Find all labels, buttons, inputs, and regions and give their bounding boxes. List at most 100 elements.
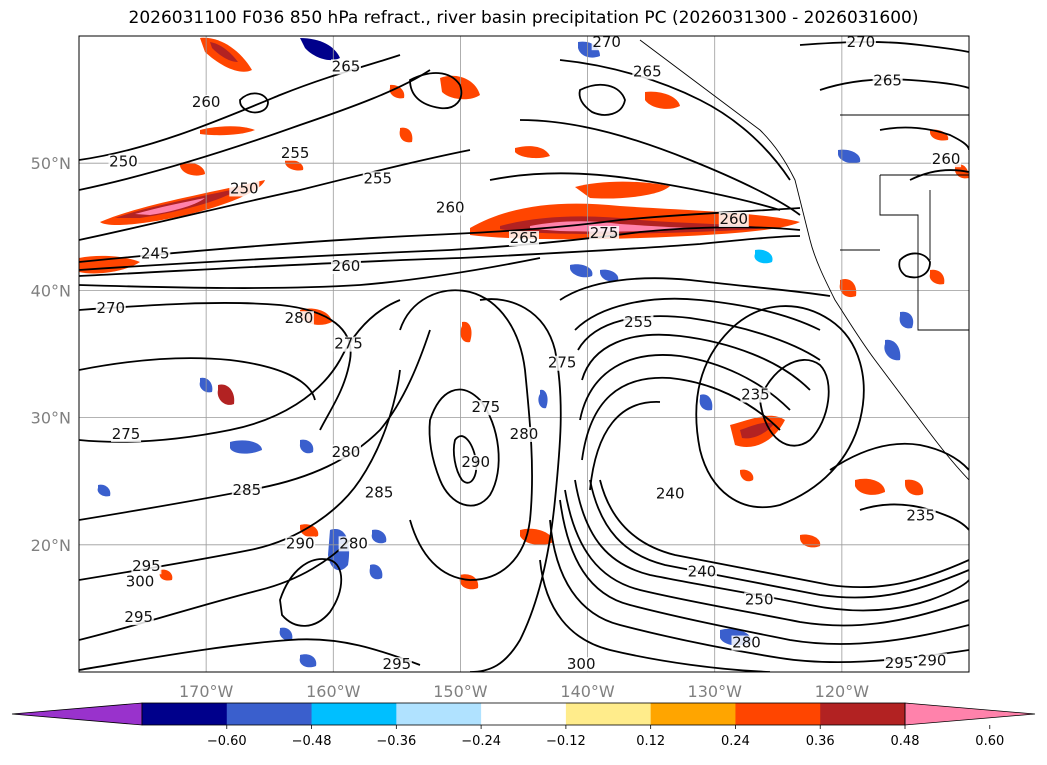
contour-label-bg <box>623 315 654 331</box>
contour-label: 265 <box>873 71 902 89</box>
colorbar-segment <box>142 703 228 725</box>
map-frame <box>78 35 970 673</box>
colorbar-tick-label: −0.24 <box>461 734 501 749</box>
contour-label: 250 <box>745 590 774 608</box>
contour-label: 265 <box>633 62 662 80</box>
contour-label-bg <box>931 152 962 168</box>
contour-label-bg <box>111 426 142 442</box>
colorbar: −0.60 −0.48 −0.36 −0.24 −0.12 0.12 0.24 0.36 0.4… <box>11 702 1036 749</box>
lon-tick-label: 160°W <box>306 682 361 701</box>
contour-label: 275 <box>334 335 363 353</box>
contour-label-bg <box>547 355 578 371</box>
contour-label: 290 <box>461 453 490 471</box>
contour-label: 280 <box>285 309 314 327</box>
contour-label: 270 <box>96 299 125 317</box>
contour-label-bg <box>509 231 539 247</box>
lon-tick-label: 140°W <box>560 682 615 701</box>
contour-label-bg <box>509 426 539 442</box>
contour-label: 265 <box>510 229 539 247</box>
lon-tick-label: 170°W <box>179 682 234 701</box>
map-axis-labels: 170°W 160°W 150°W 140°W 130°W 120°W 50°N 40°N 30… <box>31 154 870 701</box>
colorbar-segment <box>481 703 567 725</box>
colorbar-segment <box>311 703 397 725</box>
contour-label: 280 <box>732 634 761 652</box>
contour-label: 290 <box>286 534 315 552</box>
contour-label: 260 <box>719 210 748 228</box>
contour-label: 235 <box>906 506 935 524</box>
contour-label: 275 <box>548 354 577 372</box>
contour-label: 260 <box>436 199 465 217</box>
colorbar-frame <box>141 702 906 726</box>
lat-tick-label: 30°N <box>31 409 71 428</box>
colorbar-extend-high <box>904 702 1036 726</box>
contour-label-bg <box>589 225 620 241</box>
contour-label-bg <box>591 36 622 51</box>
colorbar-tick-label: 0.36 <box>806 734 835 749</box>
contour-label-bg <box>229 181 260 197</box>
contour-label-bg <box>845 36 876 51</box>
contour-label: 275 <box>112 425 141 443</box>
contour-label: 295 <box>124 608 153 626</box>
lon-tick-label: 150°W <box>433 682 488 701</box>
contour-label-bg <box>917 653 948 669</box>
contour-label-bg <box>718 211 749 227</box>
lon-tick-label: 130°W <box>688 682 743 701</box>
colorbar-segment <box>565 703 652 725</box>
contour-label-bg <box>331 59 361 75</box>
contour-label-bg <box>123 610 154 626</box>
coastline <box>639 39 969 481</box>
colorbar-tick-label: 0.48 <box>891 734 920 749</box>
contour-label-bg <box>108 154 139 170</box>
contour-label: 240 <box>688 562 717 580</box>
contour-label: 250 <box>230 179 259 197</box>
contour-label: 235 <box>741 386 770 404</box>
contour-label-bg <box>872 73 903 89</box>
map-title: 2026031100 F036 850 hPa refract., river … <box>128 8 919 28</box>
contour-label: 260 <box>192 93 221 111</box>
contour-label-bg <box>280 145 311 161</box>
contour-label: 275 <box>590 224 619 242</box>
lat-tick-label: 20°N <box>31 536 71 555</box>
contour-label: 255 <box>363 169 392 187</box>
map-plot-area: 250 255 250 245 260 265 255 260 265 260 270 280 275 2… <box>79 33 969 673</box>
contour-label: 295 <box>885 654 914 672</box>
contour-label: 270 <box>847 33 876 51</box>
contour-label: 285 <box>233 481 262 499</box>
colorbar-segment <box>650 703 736 725</box>
contour-label-bg <box>364 485 395 501</box>
contour-label: 270 <box>592 33 621 51</box>
contour-label-bg <box>632 64 663 80</box>
colorbar-tick-label: −0.60 <box>207 734 247 749</box>
contour-label-bg <box>460 454 491 470</box>
lat-tick-label: 40°N <box>31 281 71 300</box>
contour-label-bg <box>95 301 126 317</box>
contour-label-bg <box>566 657 597 672</box>
contour-label: 280 <box>510 425 539 443</box>
contour-label: 255 <box>281 144 310 162</box>
colorbar-tick-label: 0.60 <box>975 734 1004 749</box>
colorbar-tick-label: 0.24 <box>721 734 750 749</box>
contour-label-bg <box>362 171 393 187</box>
contour-label: 255 <box>624 313 653 331</box>
contour-label-bg <box>381 657 412 672</box>
colorbar-tick-label: −0.48 <box>292 734 332 749</box>
contour-label-bg <box>283 311 314 327</box>
contour-label-bg <box>333 336 364 352</box>
contour-label-bg <box>331 444 361 460</box>
contour-label-bg <box>884 655 915 671</box>
contour-label-bg <box>231 482 262 498</box>
contour-label: 290 <box>918 651 947 669</box>
contour-label-bg <box>338 536 369 552</box>
contour-label-bg <box>655 486 686 502</box>
lon-tick-label: 120°W <box>815 682 870 701</box>
contour-label: 300 <box>126 573 155 591</box>
colorbar-tick-label: −0.12 <box>546 734 586 749</box>
contour-label-bg <box>140 246 171 262</box>
refractivity-contours <box>79 41 969 672</box>
contour-label-bg <box>131 559 162 575</box>
colorbar-tick-label: 0.12 <box>636 734 665 749</box>
contour-label: 250 <box>109 153 138 171</box>
contour-label: 295 <box>383 655 412 673</box>
colorbar-segment <box>820 703 906 725</box>
